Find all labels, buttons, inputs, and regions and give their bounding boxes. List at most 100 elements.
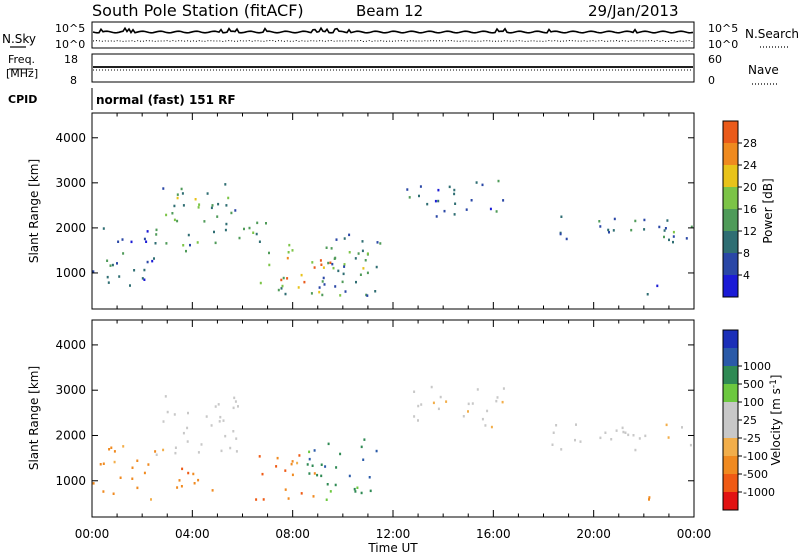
- heatmap-cell: [155, 228, 158, 232]
- heatmap-cell: [343, 237, 346, 240]
- colorbar-tick-label: 25: [743, 414, 757, 427]
- heatmap-cell: [313, 449, 316, 452]
- heatmap-cell: [113, 450, 116, 453]
- heatmap-cell: [368, 476, 371, 479]
- velocity-ylabel: Slant Range [km]: [27, 366, 41, 470]
- heatmap-cell: [551, 443, 554, 446]
- heatmap-cell: [121, 238, 124, 241]
- colorbar-segment: [723, 438, 738, 457]
- heatmap-cell: [342, 272, 345, 276]
- colorbar-segment: [723, 384, 738, 403]
- heatmap-cell: [579, 440, 582, 443]
- heatmap-cell: [360, 491, 363, 495]
- cpid-text: normal (fast) 151 RF: [96, 93, 236, 107]
- heatmap-cell: [454, 202, 457, 205]
- heatmap-cell: [277, 288, 280, 292]
- heatmap-cell: [337, 269, 340, 273]
- heatmap-cell: [668, 238, 670, 242]
- heatmap-cell: [375, 265, 378, 269]
- heatmap-cell: [308, 450, 311, 454]
- heatmap-cell: [275, 465, 278, 468]
- heatmap-cell: [364, 259, 367, 262]
- heatmap-cell: [334, 285, 337, 288]
- heatmap-cell: [339, 294, 342, 297]
- heatmap-cell: [430, 385, 433, 389]
- heatmap-cell: [361, 240, 364, 243]
- heatmap-cell: [502, 387, 505, 390]
- heatmap-cell: [375, 449, 378, 453]
- heatmap-cell: [255, 232, 258, 236]
- heatmap-cell: [320, 474, 323, 478]
- nsky-tick-low: 10^0: [55, 38, 85, 51]
- heatmap-cell: [217, 202, 220, 206]
- heatmap-cell: [258, 455, 261, 458]
- heatmap-cell: [552, 431, 555, 434]
- heatmap-cell: [334, 483, 337, 487]
- heatmap-cell: [92, 482, 95, 485]
- heatmap-cell: [408, 196, 411, 199]
- heatmap-cell: [222, 419, 225, 422]
- heatmap-cell: [439, 395, 442, 399]
- heatmap-cell: [332, 266, 335, 270]
- colorbar-tick-label: -1000: [743, 486, 775, 499]
- y-tick-label: 2000: [55, 428, 86, 442]
- heatmap-cell: [185, 249, 187, 253]
- heatmap-cell: [658, 225, 661, 229]
- heatmap-cell: [435, 215, 438, 218]
- colorbar-segment: [723, 143, 738, 166]
- power-panel: 1000 2000 3000 4000 Slant Range [km] 4 8 12 16…: [27, 112, 775, 310]
- colorbar-tick-label: 24: [743, 159, 757, 172]
- heatmap-cell: [291, 473, 294, 477]
- heatmap-cell: [130, 240, 133, 244]
- heatmap-cell: [624, 431, 627, 434]
- heatmap-cell: [318, 286, 321, 289]
- power-colorbar: 4 8 12 16 20 24 28: [722, 120, 757, 298]
- heatmap-cell: [108, 448, 111, 451]
- heatmap-cell: [663, 235, 665, 239]
- heatmap-cell: [192, 472, 195, 476]
- heatmap-cell: [131, 477, 134, 480]
- x-tick-label: 04:00: [175, 527, 210, 541]
- heatmap-cell: [111, 263, 114, 267]
- heatmap-cell: [323, 283, 326, 286]
- heatmap-cell: [361, 249, 364, 253]
- heatmap-cell: [143, 268, 146, 272]
- heatmap-cell: [453, 188, 456, 192]
- x-tick-label: 16:00: [476, 527, 511, 541]
- heatmap-cell: [690, 225, 693, 229]
- colorbar-segment: [723, 402, 738, 421]
- heatmap-cell: [165, 213, 168, 217]
- x-tick-label: 12:00: [376, 527, 411, 541]
- colorbar-segment: [723, 420, 738, 439]
- nsearch-line: [92, 39, 693, 43]
- heatmap-cell: [248, 226, 251, 230]
- heatmap-cell: [173, 413, 176, 416]
- heatmap-cell: [432, 401, 435, 405]
- heatmap-cell: [667, 436, 670, 439]
- heatmap-cell: [319, 259, 322, 262]
- heatmap-cell: [154, 450, 157, 453]
- y-tick-label: 3000: [55, 383, 86, 397]
- heatmap-cell: [106, 275, 109, 279]
- colorbar-tick-label: -100: [743, 450, 768, 463]
- heatmap-cell: [219, 415, 222, 419]
- heatmap-cell: [243, 227, 245, 231]
- heatmap-cell: [481, 417, 484, 421]
- heatmap-cell: [306, 463, 309, 466]
- heatmap-cell: [284, 488, 287, 491]
- heatmap-cell: [268, 251, 270, 255]
- heatmap-cell: [265, 222, 267, 225]
- nsky-panel: N.Sky 10^5 10^0 10^5 10^0 N.Search: [2, 21, 799, 51]
- date-label: 29/Jan/2013: [588, 2, 679, 20]
- heatmap-cell: [356, 486, 359, 489]
- heatmap-cell: [235, 437, 238, 440]
- heatmap-cell: [574, 438, 576, 442]
- heatmap-cell: [238, 236, 241, 240]
- heatmap-cell: [335, 238, 338, 241]
- heatmap-cell: [143, 278, 146, 281]
- heatmap-cell: [220, 449, 223, 453]
- heatmap-cell: [155, 453, 158, 456]
- heatmap-cell: [311, 261, 314, 264]
- heatmap-cell: [291, 249, 294, 252]
